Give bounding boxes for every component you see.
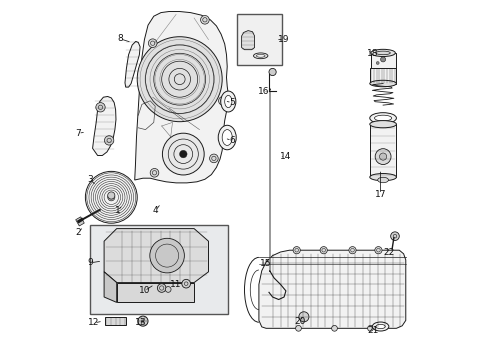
Polygon shape — [125, 41, 140, 87]
Text: 5: 5 — [228, 98, 234, 107]
Ellipse shape — [375, 324, 385, 329]
Polygon shape — [241, 31, 254, 50]
Text: 9: 9 — [87, 258, 93, 267]
Ellipse shape — [224, 95, 231, 108]
Text: 17: 17 — [374, 190, 386, 199]
Text: 12: 12 — [88, 318, 100, 328]
Circle shape — [375, 62, 378, 64]
Text: 10: 10 — [139, 287, 150, 295]
Circle shape — [379, 153, 386, 160]
Circle shape — [157, 284, 166, 292]
Circle shape — [295, 325, 301, 331]
Circle shape — [107, 192, 115, 199]
Bar — [237, 14, 282, 65]
Circle shape — [298, 312, 308, 322]
Text: 3: 3 — [87, 175, 93, 184]
Ellipse shape — [218, 125, 236, 150]
Text: 11: 11 — [170, 280, 182, 289]
Circle shape — [149, 238, 184, 273]
Circle shape — [200, 15, 209, 24]
Circle shape — [265, 289, 272, 296]
Circle shape — [85, 171, 137, 223]
Circle shape — [137, 37, 222, 122]
Ellipse shape — [370, 49, 394, 57]
Text: 2: 2 — [75, 228, 81, 237]
Ellipse shape — [369, 121, 396, 128]
Circle shape — [380, 57, 385, 62]
Text: 6: 6 — [228, 136, 234, 145]
Ellipse shape — [369, 113, 396, 123]
Circle shape — [331, 325, 337, 331]
Bar — [104, 317, 126, 325]
Ellipse shape — [253, 53, 267, 59]
Ellipse shape — [369, 174, 396, 181]
Ellipse shape — [374, 115, 391, 121]
Ellipse shape — [377, 177, 387, 183]
Circle shape — [390, 232, 399, 240]
Circle shape — [96, 103, 105, 112]
Polygon shape — [104, 272, 117, 302]
Polygon shape — [104, 229, 208, 283]
Ellipse shape — [222, 130, 232, 145]
Circle shape — [107, 194, 115, 201]
Polygon shape — [117, 283, 194, 302]
Circle shape — [150, 168, 159, 177]
Circle shape — [182, 279, 190, 288]
Polygon shape — [134, 12, 228, 183]
Circle shape — [179, 150, 187, 158]
Circle shape — [138, 316, 148, 326]
Polygon shape — [92, 96, 116, 156]
Text: 14: 14 — [279, 152, 290, 161]
Text: 8: 8 — [117, 34, 123, 43]
Circle shape — [292, 247, 300, 254]
Bar — [370, 53, 395, 69]
Circle shape — [374, 247, 381, 254]
Ellipse shape — [220, 91, 235, 112]
Circle shape — [165, 287, 171, 292]
Text: 16: 16 — [257, 87, 268, 96]
Bar — [369, 68, 396, 84]
Ellipse shape — [371, 322, 388, 331]
Circle shape — [348, 247, 355, 254]
Bar — [369, 124, 396, 177]
Circle shape — [218, 96, 227, 105]
Ellipse shape — [369, 80, 396, 87]
Bar — [90, 225, 227, 314]
Circle shape — [374, 149, 390, 165]
Circle shape — [148, 39, 157, 48]
Text: 4: 4 — [152, 206, 158, 215]
Text: 18: 18 — [366, 49, 377, 58]
Circle shape — [104, 136, 114, 145]
Circle shape — [367, 325, 373, 331]
Text: 13: 13 — [135, 318, 146, 328]
Bar — [76, 217, 84, 226]
Text: 7: 7 — [75, 129, 81, 138]
Circle shape — [162, 133, 204, 175]
Text: 15: 15 — [259, 259, 270, 268]
Text: 22: 22 — [382, 248, 393, 257]
Circle shape — [209, 154, 218, 163]
Ellipse shape — [375, 51, 389, 55]
Text: 21: 21 — [366, 326, 378, 335]
Circle shape — [320, 247, 326, 254]
Ellipse shape — [256, 54, 264, 57]
Text: 19: 19 — [278, 35, 289, 44]
Circle shape — [268, 68, 276, 76]
Circle shape — [265, 263, 273, 271]
Text: 20: 20 — [293, 317, 305, 325]
Polygon shape — [258, 250, 405, 328]
Text: 1: 1 — [115, 206, 121, 215]
